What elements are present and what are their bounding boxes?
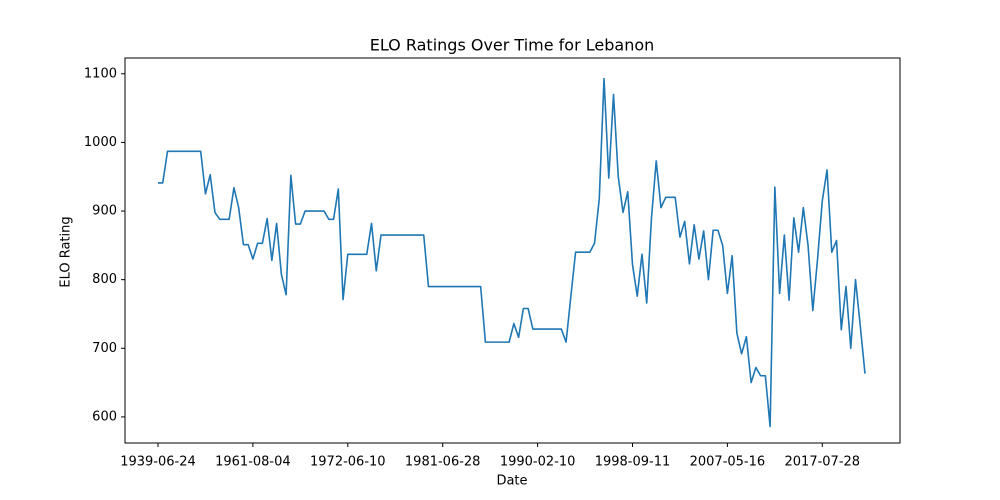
x-tick-label: 2007-05-16 [690, 455, 766, 470]
x-tick-label: 1981-06-28 [405, 455, 481, 470]
y-axis-label: ELO Rating [59, 216, 74, 287]
y-tick-label: 600 [92, 409, 117, 424]
x-axis-label: Date [496, 474, 527, 489]
x-tick-label: 1961-08-04 [215, 455, 291, 470]
x-tick-label: 1990-02-10 [500, 455, 576, 470]
data-line [158, 77, 866, 428]
x-tick-label: 1998-09-11 [595, 455, 671, 470]
y-tick-label: 1000 [84, 135, 117, 150]
y-tick-label: 800 [92, 272, 117, 287]
x-tick-label: 1939-06-24 [120, 455, 196, 470]
y-tick-label: 700 [92, 341, 117, 356]
x-tick-label: 1972-06-10 [310, 455, 386, 470]
plot-frame [124, 57, 901, 444]
y-tick-label: 1100 [84, 66, 117, 81]
x-tick-label: 2017-07-28 [785, 455, 861, 470]
chart-title: ELO Ratings Over Time for Lebanon [370, 36, 655, 55]
y-tick-label: 900 [92, 204, 117, 219]
